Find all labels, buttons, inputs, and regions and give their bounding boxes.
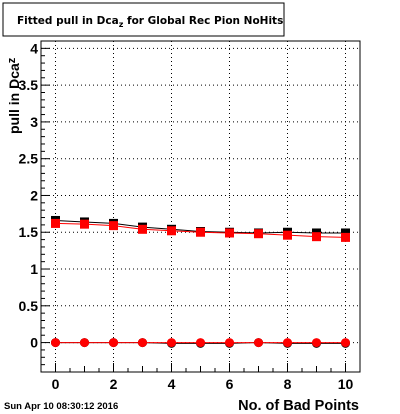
data-series	[51, 338, 350, 348]
data-point	[109, 338, 118, 348]
timestamp: Sun Apr 10 08:30:12 2016	[4, 401, 118, 412]
x-tick-label: 10	[338, 376, 354, 392]
title-box	[2, 2, 285, 37]
data-point	[254, 229, 263, 239]
data-point	[254, 338, 263, 348]
y-tick-label: 1	[30, 261, 38, 277]
data-point	[196, 227, 205, 237]
chart-title: Fitted pull in Dcaz for Global Rec Pion …	[17, 15, 283, 29]
x-tick-label: 2	[110, 376, 118, 392]
data-point	[167, 338, 176, 348]
data-point	[225, 338, 234, 348]
data-point	[312, 338, 321, 348]
data-point	[283, 338, 292, 348]
y-tick-label: 0.5	[19, 298, 39, 314]
x-tick-label: 6	[226, 376, 234, 392]
data-point	[138, 224, 147, 234]
x-tick-label: 4	[168, 376, 176, 392]
data-point	[80, 219, 89, 229]
data-point	[341, 232, 350, 242]
data-point	[51, 218, 60, 228]
axis-layer: 0 2 4 6 8 10 0 0.5 1 1.5 2 2.5 3 3.5 4	[19, 40, 354, 392]
data-series	[51, 218, 350, 242]
data-point	[167, 226, 176, 236]
data-point	[51, 338, 60, 348]
data-point	[138, 338, 147, 348]
x-tick-label: 8	[284, 376, 292, 392]
chart-title-rest: for Global Rec Pion NoHits	[123, 15, 283, 27]
series-layer	[51, 215, 350, 348]
y-axis-label-main: pull in Dca	[6, 63, 22, 134]
x-tick-label: 0	[52, 376, 60, 392]
x-axis-label: No. of Bad Points	[238, 398, 359, 414]
y-tick-label: 3	[30, 114, 38, 130]
y-axis-label-subscript: z	[6, 57, 18, 63]
data-point	[283, 230, 292, 240]
y-axis-label: pull in Dcaz	[6, 57, 22, 134]
data-point	[80, 338, 89, 348]
data-point	[196, 338, 205, 348]
chart-title-main: Fitted pull in Dca	[17, 15, 119, 27]
data-point	[109, 221, 118, 231]
y-tick-label: 2	[30, 187, 38, 203]
chart-title-subscript: z	[119, 20, 124, 29]
y-tick-label: 4	[30, 40, 38, 56]
data-point	[225, 228, 234, 238]
data-point	[312, 232, 321, 242]
data-point	[341, 338, 350, 348]
y-tick-label: 2.5	[19, 151, 39, 167]
plot-frame	[40, 40, 361, 373]
y-tick-label: 0	[30, 335, 38, 351]
y-tick-label: 1.5	[19, 224, 39, 240]
y-tick-label: 3.5	[19, 77, 39, 93]
